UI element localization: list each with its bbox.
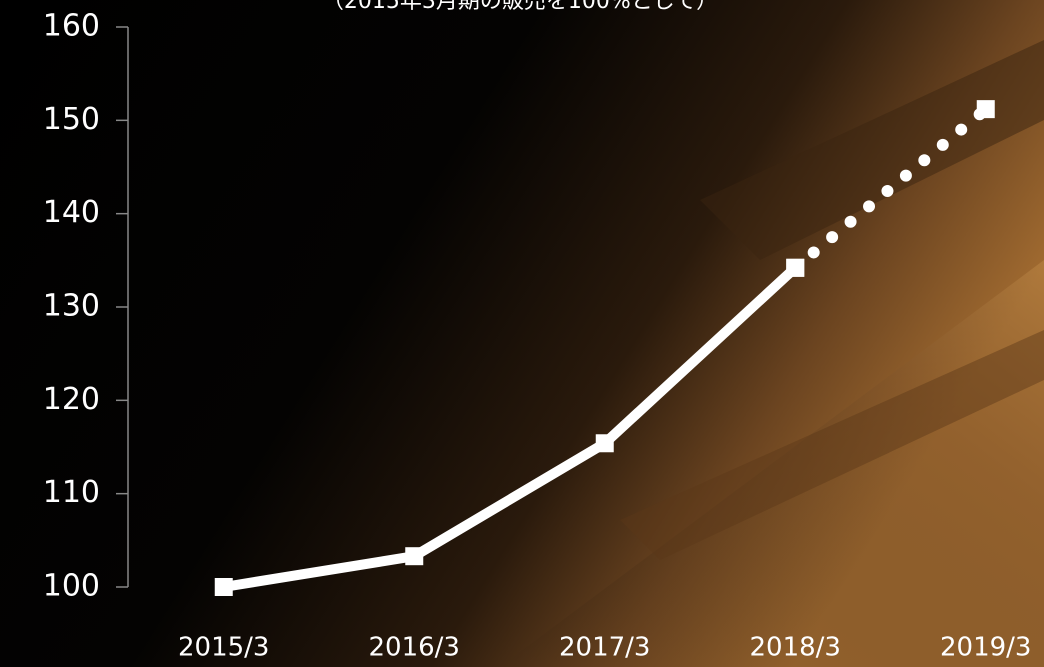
y-tick-label: 150 xyxy=(43,102,100,137)
point-marker xyxy=(596,434,614,452)
page: {"chart_data": {"type": "line", "subtitl… xyxy=(0,0,1044,667)
y-tick-label: 140 xyxy=(43,195,100,230)
chart: （2015年3月期の販売を100%として） 100 110 120 130 140 150… xyxy=(0,0,1044,667)
x-tick-label: 2015/3 xyxy=(178,633,269,663)
y-tick-label: 110 xyxy=(43,475,100,510)
x-tick-label: 2018/3 xyxy=(750,633,841,663)
x-tick-label: 2017/3 xyxy=(559,633,650,663)
point-marker xyxy=(977,100,995,118)
x-tick-label: 2016/3 xyxy=(369,633,460,663)
point-marker xyxy=(786,259,804,277)
y-tick-label: 120 xyxy=(43,382,100,417)
chart-subtitle: （2015年3月期の販売を100%として） xyxy=(322,0,718,14)
y-tick-label: 130 xyxy=(43,289,100,324)
point-marker xyxy=(405,547,423,565)
y-tick-label: 160 xyxy=(43,9,100,44)
x-tick-label: 2019/3 xyxy=(940,633,1031,663)
y-tick-label: 100 xyxy=(43,569,100,604)
point-marker xyxy=(215,578,233,596)
